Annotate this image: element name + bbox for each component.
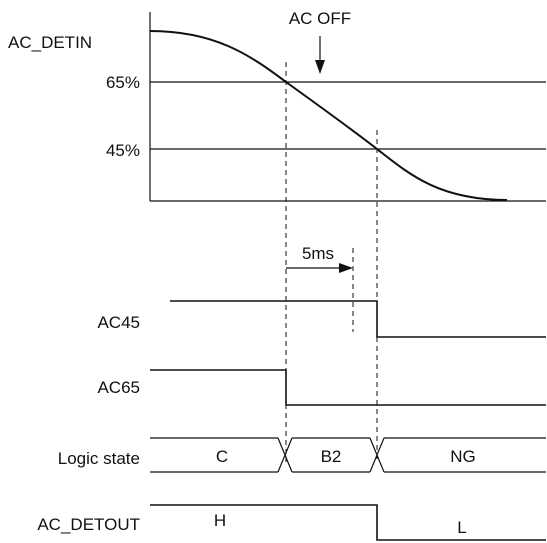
bus-transition-2b bbox=[369, 437, 385, 473]
ac65-waveform bbox=[150, 369, 546, 406]
ac-detout-label: AC_DETOUT bbox=[37, 515, 140, 534]
ac-off-label: AC OFF bbox=[289, 9, 351, 28]
detout-level-l: L bbox=[457, 518, 466, 537]
pct-45-label: 45% bbox=[106, 141, 140, 160]
logic-state-label: Logic state bbox=[58, 449, 140, 468]
ac-detout-waveform bbox=[150, 504, 546, 541]
ac-detin-label: AC_DETIN bbox=[8, 33, 92, 52]
ac-detin-curve bbox=[149, 30, 508, 201]
logic-state-b2: B2 bbox=[321, 447, 342, 466]
ac45-waveform bbox=[170, 300, 546, 338]
bus-transition-1b bbox=[277, 437, 293, 473]
ac-off-arrow-head bbox=[315, 60, 325, 74]
delay-arrow-head bbox=[339, 263, 353, 273]
logic-state-c: C bbox=[216, 447, 228, 466]
logic-state-ng: NG bbox=[450, 447, 476, 466]
ac65-label: AC65 bbox=[97, 378, 140, 397]
delay-label: 5ms bbox=[302, 244, 334, 263]
detout-level-h: H bbox=[214, 511, 226, 530]
ac45-label: AC45 bbox=[97, 313, 140, 332]
pct-65-label: 65% bbox=[106, 73, 140, 92]
